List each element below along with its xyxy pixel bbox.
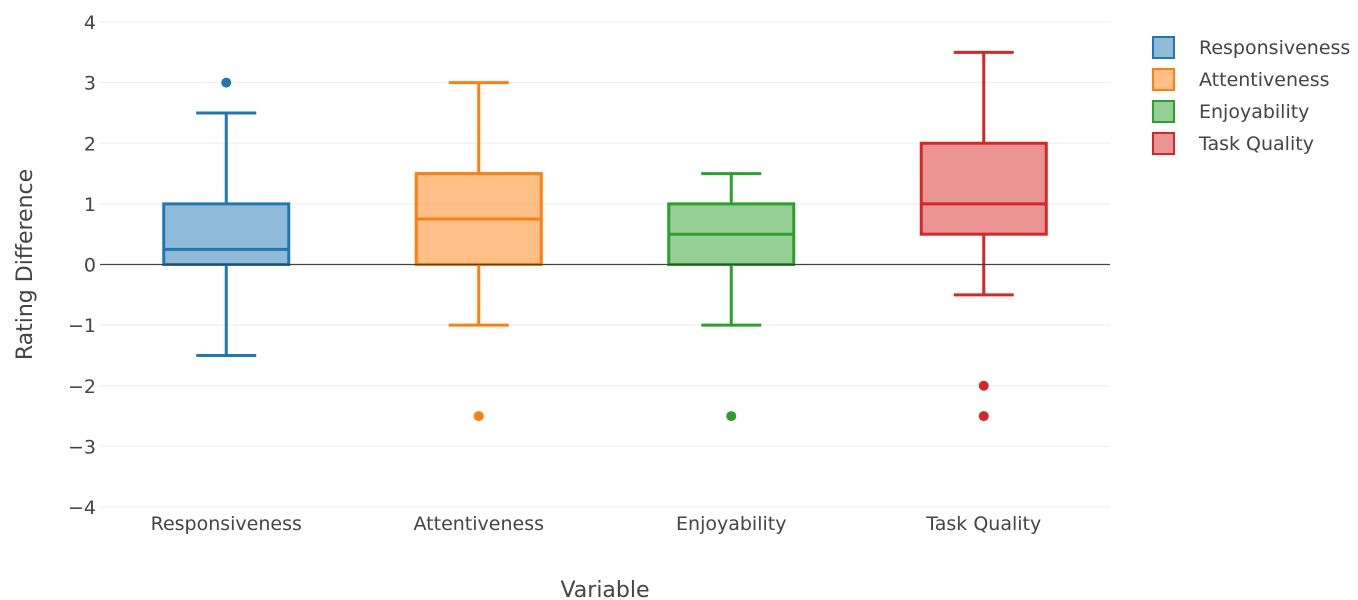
box-enjoyability	[667, 172, 796, 422]
legend-swatch	[1152, 132, 1175, 155]
box-attentiveness	[414, 81, 543, 422]
legend-label: Task Quality	[1198, 133, 1314, 155]
legend-swatch	[1152, 100, 1175, 123]
x-tick-label: Task Quality	[925, 513, 1041, 535]
legend-label: Attentiveness	[1199, 69, 1330, 91]
y-tick-label: 2	[84, 133, 96, 155]
y-tick-label: −1	[68, 315, 96, 337]
iqr-box	[919, 141, 1048, 236]
outlier-point	[473, 411, 484, 422]
x-axis-title: Variable	[560, 578, 649, 600]
box-series	[162, 50, 1048, 422]
x-tick-label: Enjoyability	[676, 513, 786, 535]
legend-item: Task Quality	[1152, 132, 1314, 155]
legend-item: Enjoyability	[1152, 100, 1309, 123]
y-tick-label: 3	[84, 73, 96, 95]
y-tick-label: 4	[84, 12, 96, 34]
box-task-quality	[919, 50, 1048, 422]
x-tick-label: Responsiveness	[151, 513, 302, 535]
outlier-point	[978, 380, 989, 391]
legend-label: Responsiveness	[1199, 37, 1350, 59]
outlier-point	[978, 411, 989, 422]
y-axis-title: Rating Difference	[13, 169, 38, 360]
legend: Responsiveness Attentiveness Enjoyability T…	[1152, 36, 1350, 155]
legend-item: Attentiveness	[1152, 68, 1330, 91]
y-axis-ticks: −4 −3 −2 −1 0 1 2 3 4	[68, 12, 96, 519]
y-tick-label: 1	[84, 194, 96, 216]
outlier-point	[221, 77, 232, 88]
box-responsiveness	[162, 77, 291, 357]
iqr-box	[162, 202, 291, 266]
y-tick-label: −3	[68, 436, 96, 458]
y-tick-label: 0	[84, 255, 96, 277]
y-tick-label: −2	[68, 376, 96, 398]
legend-swatch	[1152, 36, 1175, 59]
outlier-point	[726, 411, 737, 422]
legend-label: Enjoyability	[1199, 101, 1309, 123]
legend-item: Responsiveness	[1152, 36, 1350, 59]
x-axis-ticks: Responsiveness Attentiveness Enjoyability T…	[151, 513, 1042, 535]
legend-swatch	[1152, 68, 1175, 91]
y-tick-label: −4	[68, 497, 96, 519]
x-tick-label: Attentiveness	[414, 513, 545, 535]
